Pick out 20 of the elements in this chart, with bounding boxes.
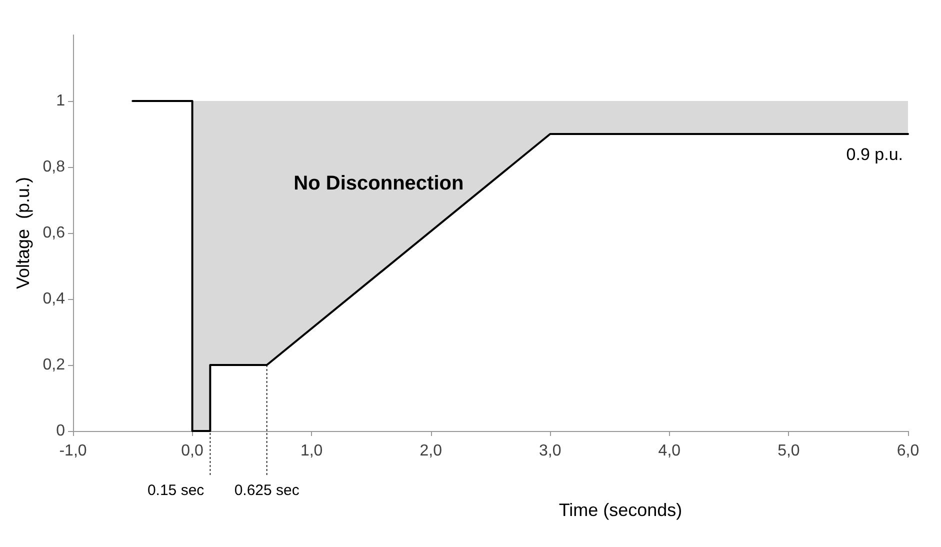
y-tick-label: 0 bbox=[56, 422, 66, 440]
annotation: No Disconnection bbox=[294, 172, 464, 195]
annotation: 0.625 sec bbox=[234, 482, 300, 499]
annotation: 0.15 sec bbox=[147, 482, 205, 499]
x-tick-label: 6,0 bbox=[896, 442, 920, 460]
x-tick-label: 3,0 bbox=[539, 442, 562, 460]
y-tick-label: 1 bbox=[56, 92, 66, 110]
y-tick-label: 0,2 bbox=[42, 356, 66, 374]
annotation: 0.9 p.u. bbox=[846, 145, 903, 164]
y-axis-title: Voltage (p.u.) bbox=[12, 176, 33, 290]
x-tick-label: 0,0 bbox=[181, 442, 204, 460]
x-tick-label: 4,0 bbox=[658, 442, 681, 460]
x-axis-title: Time (seconds) bbox=[558, 500, 682, 520]
x-tick-label: -1,0 bbox=[59, 442, 87, 460]
y-tick-label: 0,6 bbox=[42, 224, 66, 242]
y-tick-label: 0,8 bbox=[42, 158, 66, 176]
x-tick-label: 1,0 bbox=[300, 442, 323, 460]
y-tick-label: 0,4 bbox=[42, 290, 66, 308]
x-tick-label: 5,0 bbox=[778, 442, 800, 460]
x-tick-label: 2,0 bbox=[420, 442, 442, 460]
